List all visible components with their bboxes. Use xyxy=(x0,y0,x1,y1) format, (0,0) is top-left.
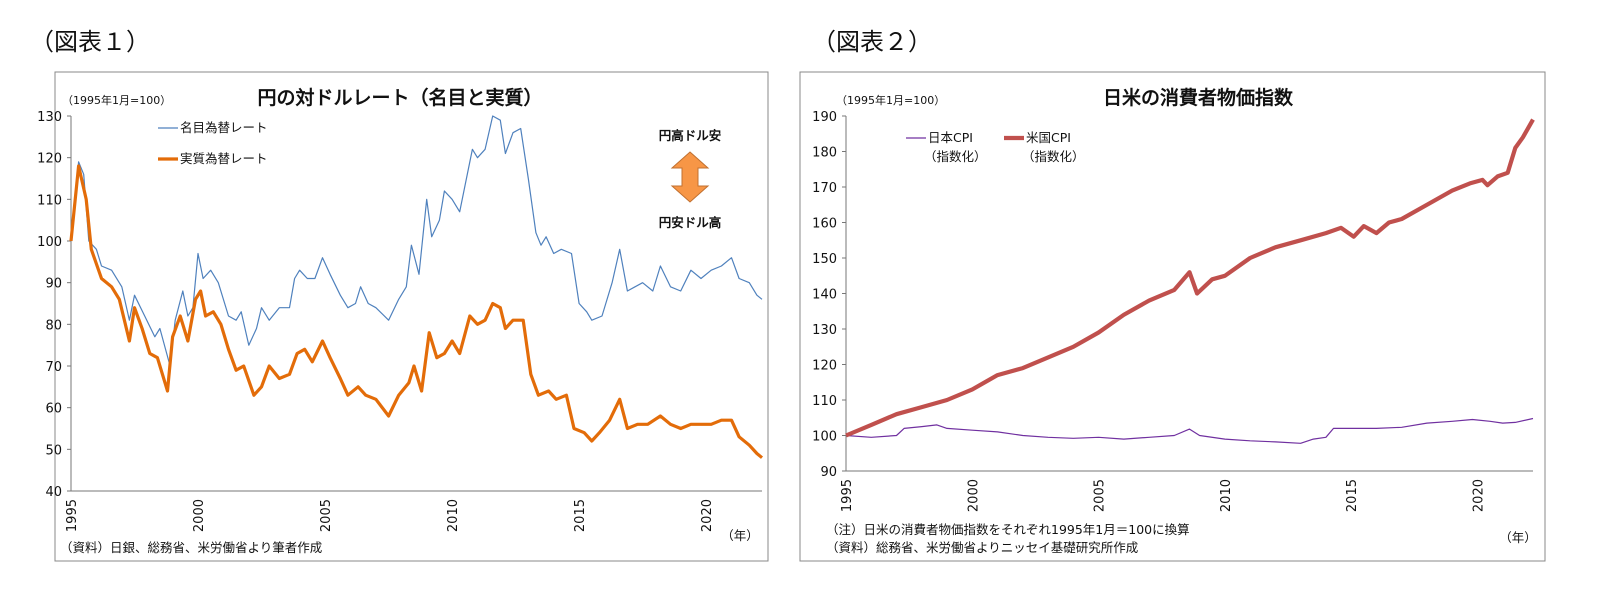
chart-1-frame xyxy=(54,71,769,562)
x-tick-label: 2005 xyxy=(319,499,334,532)
legend-label-line2: （指数化） xyxy=(1022,149,1085,164)
y-tick-label: 90 xyxy=(45,277,62,292)
chart-1-x-label: （年） xyxy=(721,528,759,543)
y-tick-label: 130 xyxy=(37,110,62,125)
y-tick-label: 100 xyxy=(37,235,62,250)
legend-label: 名目為替レート xyxy=(180,120,268,135)
y-tick-label: 60 xyxy=(45,402,62,417)
chart-1-title: 円の対ドルレート（名目と実質） xyxy=(257,86,542,109)
x-tick-label: 1995 xyxy=(840,479,855,512)
legend-label: 米国CPI xyxy=(1026,130,1071,145)
chart-2-x-label: （年） xyxy=(1499,530,1537,545)
x-tick-label: 2000 xyxy=(192,499,207,532)
double-arrow-icon xyxy=(670,151,710,203)
y-tick-label: 70 xyxy=(45,360,62,375)
chart-2-unit-label: （1995年1月=100） xyxy=(836,93,945,107)
y-tick-label: 160 xyxy=(812,217,837,232)
series-line-1-1 xyxy=(70,115,763,367)
series-line-2-1 xyxy=(845,417,1534,444)
chart-1-unit-label: （1995年1月=100） xyxy=(62,93,171,107)
chart-1-source: （資料）日銀、総務省、米労働省より筆者作成 xyxy=(60,540,322,555)
y-tick-label: 130 xyxy=(812,323,837,338)
chart-2-frame xyxy=(799,71,1546,562)
y-tick-label: 80 xyxy=(45,318,62,333)
chart-2-title: 日米の消費者物価指数 xyxy=(1103,86,1294,109)
x-tick-label: 2020 xyxy=(700,499,715,532)
y-tick-label: 90 xyxy=(820,465,837,480)
y-tick-label: 170 xyxy=(812,181,837,196)
legend-label: 日本CPI xyxy=(928,130,973,145)
y-tick-label: 150 xyxy=(812,252,837,267)
figure-label-2: （図表２） xyxy=(812,28,932,56)
x-tick-label: 2010 xyxy=(1219,479,1234,512)
y-tick-label: 190 xyxy=(812,110,837,125)
y-tick-label: 120 xyxy=(37,152,62,167)
x-tick-label: 2015 xyxy=(573,499,588,532)
y-tick-label: 40 xyxy=(45,485,62,500)
series-line-1-2 xyxy=(69,164,764,459)
y-tick-label: 110 xyxy=(37,193,62,208)
x-tick-label: 2005 xyxy=(1093,479,1108,512)
x-tick-label: 1995 xyxy=(65,499,80,532)
y-tick-label: 140 xyxy=(812,288,837,303)
y-tick-label: 100 xyxy=(812,430,837,445)
y-tick-label: 110 xyxy=(812,394,837,409)
series-line-2-2 xyxy=(845,118,1535,438)
y-tick-label: 50 xyxy=(45,443,62,458)
x-tick-label: 2000 xyxy=(966,479,981,512)
x-tick-label: 2010 xyxy=(446,499,461,532)
chart-2-note: （注）日米の消費者物価指数をそれぞれ1995年1月＝100に換算 xyxy=(826,522,1190,537)
y-tick-label: 180 xyxy=(812,146,837,161)
legend-label: 実質為替レート xyxy=(180,151,268,166)
x-tick-label: 2015 xyxy=(1345,479,1360,512)
x-tick-label: 2020 xyxy=(1471,479,1486,512)
chart-2-source: （資料）総務省、米労働省よりニッセイ基礎研究所作成 xyxy=(826,540,1138,555)
annotation-yen-strong: 円高ドル安 xyxy=(659,128,722,143)
y-tick-label: 120 xyxy=(812,359,837,374)
annotation-yen-weak: 円安ドル高 xyxy=(659,215,722,230)
legend-label-line2: （指数化） xyxy=(924,149,987,164)
figure-label-1: （図表１） xyxy=(30,28,150,56)
